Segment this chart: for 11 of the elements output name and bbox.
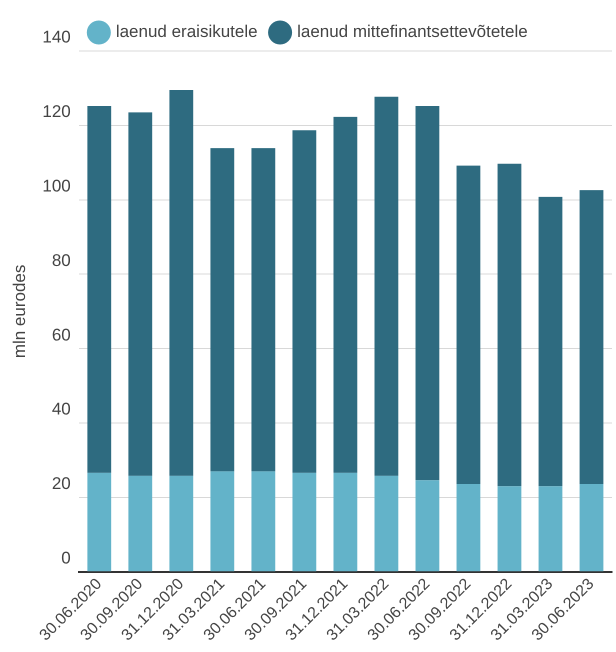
y-tick-label: 120 [42, 102, 71, 122]
y-tick-label: 0 [61, 548, 71, 568]
legend-label: laenud mittefinantsettevõtetele [297, 22, 528, 42]
y-tick-label: 140 [42, 28, 71, 47]
y-tick-label: 40 [52, 400, 71, 419]
y-tick-label: 100 [42, 176, 71, 196]
y-tick-label: 20 [52, 474, 71, 494]
y-tick-label: 80 [52, 250, 71, 270]
legend-label: laenud eraisikutele [116, 22, 258, 42]
y-tick-label: 60 [52, 325, 71, 344]
y-axis-title: mln eurodes [10, 264, 29, 358]
